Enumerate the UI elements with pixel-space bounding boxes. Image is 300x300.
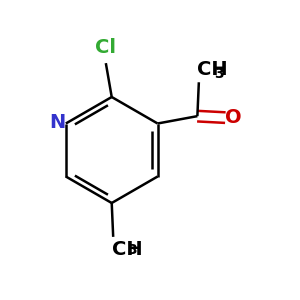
Text: O: O (225, 108, 242, 127)
Text: Cl: Cl (95, 38, 116, 57)
Text: CH: CH (197, 60, 228, 79)
Text: 3: 3 (127, 243, 137, 257)
Text: N: N (50, 113, 66, 132)
Text: 3: 3 (214, 68, 224, 81)
Text: CH: CH (112, 240, 142, 260)
